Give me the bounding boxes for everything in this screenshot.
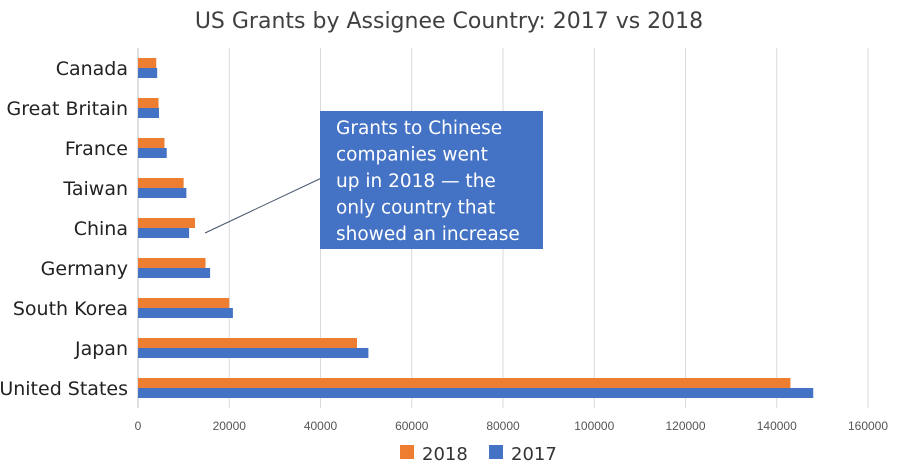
bar-2018-china (138, 218, 196, 228)
x-tick-label: 40000 (304, 419, 338, 433)
bar-2017-china (138, 228, 190, 238)
annotation-text-line: Grants to Chinese (336, 118, 502, 139)
bar-2017-taiwan (138, 188, 187, 198)
x-tick-label: 140000 (757, 419, 797, 433)
category-label: United States (0, 378, 128, 400)
annotation-text-line: showed an increase (336, 224, 520, 245)
bar-2017-united-states (138, 388, 814, 398)
annotation-pointer-line (204, 173, 331, 234)
bar-2018-great-britain (138, 98, 159, 108)
x-tick-label: 120000 (665, 419, 705, 433)
x-tick-labels: 0 20000 40000 60000 80000 100000 120000 140000 1… (135, 419, 889, 433)
bar-2018-france (138, 138, 165, 148)
chart-title: US Grants by Assignee Country: 2017 vs 2… (195, 9, 703, 34)
bar-2017-canada (138, 68, 158, 78)
x-tick-label: 160000 (848, 419, 888, 433)
legend-label-2018: 2018 (422, 444, 468, 462)
bar-2017-south-korea (138, 308, 233, 318)
legend: 2018 2017 (400, 444, 557, 462)
bar-2017-germany (138, 268, 211, 278)
category-label: Great Britain (7, 98, 128, 120)
annotation-text-line: companies went (336, 145, 488, 166)
category-label: China (74, 218, 128, 240)
x-tick-label: 80000 (486, 419, 520, 433)
x-tick-label: 60000 (395, 419, 429, 433)
category-label: France (65, 138, 128, 160)
x-tick-label: 0 (135, 419, 142, 433)
legend-label-2017: 2017 (511, 444, 557, 462)
bar-2018-canada (138, 58, 157, 68)
category-label: Japan (74, 338, 128, 360)
category-label: Canada (56, 58, 128, 80)
bar-2018-south-korea (138, 298, 230, 308)
category-labels: Canada Great Britain France Taiwan China Germ… (0, 58, 128, 400)
x-tick-label: 100000 (574, 419, 614, 433)
bar-2017-great-britain (138, 108, 159, 118)
bar-2018-taiwan (138, 178, 184, 188)
annotation-box (320, 111, 543, 249)
bar-2018-japan (138, 338, 357, 348)
bar-2018-germany (138, 258, 206, 268)
bar-2017-japan (138, 348, 369, 358)
category-label: South Korea (13, 298, 128, 320)
bars (138, 58, 814, 398)
legend-swatch-2017 (489, 445, 503, 459)
bar-2017-france (138, 148, 167, 158)
annotation-text-line: only country that (336, 198, 495, 219)
annotation: Grants to Chinese companies went up in 201… (204, 111, 543, 249)
bar-2018-united-states (138, 378, 791, 388)
category-label: Germany (41, 258, 128, 280)
x-tick-label: 20000 (213, 419, 247, 433)
legend-swatch-2018 (400, 445, 414, 459)
annotation-text-line: up in 2018 — the (336, 171, 496, 192)
category-label: Taiwan (62, 178, 128, 200)
